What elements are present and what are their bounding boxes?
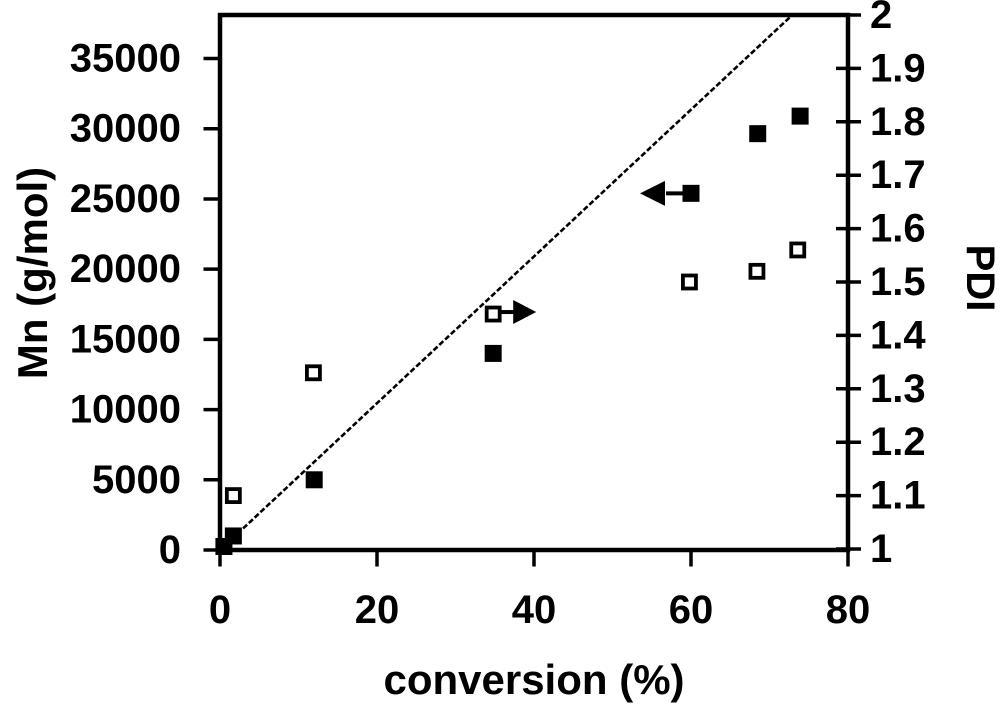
mn-data-point (791, 107, 809, 125)
pdi-tick-label: 1.2 (870, 420, 926, 464)
pdi-data-point (224, 487, 242, 505)
mn-tick-label: 20000 (70, 247, 181, 291)
x-axis-title: conversion (%) (383, 656, 685, 703)
pdi-data-point (748, 262, 766, 280)
pdi-data-point (305, 364, 322, 382)
right-axis-title: PDI (958, 244, 1000, 312)
left-arrow-head-icon (640, 180, 665, 206)
pdi-data-point (681, 273, 698, 291)
pdi-tick-label: 2 (870, 0, 892, 37)
x-tick-label: 0 (209, 588, 231, 632)
plot-frame (217, 12, 851, 553)
pdi-tick-label: 1 (870, 527, 892, 571)
mn-data-point (749, 125, 767, 143)
theoretical-mn-line (219, 14, 794, 551)
pdi-tick-label: 1.8 (870, 100, 926, 144)
mn-tick-label: 35000 (70, 37, 181, 81)
mn-data-point (484, 344, 502, 362)
mn-tick-label: 15000 (70, 317, 181, 361)
left-axis-title: Mn (g/mol) (9, 166, 56, 380)
pdi-data-point (789, 241, 807, 259)
x-tick-label: 80 (826, 588, 871, 632)
mn-data-point (224, 527, 242, 545)
pdi-tick-label: 1.1 (870, 474, 926, 518)
mn-tick-label: 30000 (70, 107, 181, 151)
x-tick-label: 20 (355, 588, 400, 632)
pdi-tick-label: 1.9 (870, 46, 926, 90)
pdi-tick-label: 1.3 (870, 367, 926, 411)
mn-tick-label: 0 (159, 528, 181, 572)
mn-tick-label: 5000 (92, 458, 181, 502)
pdi-tick-label: 1.4 (870, 313, 926, 357)
mn-tick-label: 10000 (70, 388, 181, 432)
mn-data-point (305, 471, 323, 489)
x-tick-label: 60 (669, 588, 714, 632)
pdi-tick-label: 1.5 (870, 260, 926, 304)
pdi-data-point (484, 305, 502, 323)
pdi-tick-label: 1.7 (870, 153, 926, 197)
x-tick-label: 40 (512, 588, 557, 632)
pdi-tick-label: 1.6 (870, 207, 926, 251)
mn-tick-label: 25000 (70, 177, 181, 221)
right-arrow-head-icon (513, 300, 537, 325)
mn-data-point (682, 184, 700, 202)
